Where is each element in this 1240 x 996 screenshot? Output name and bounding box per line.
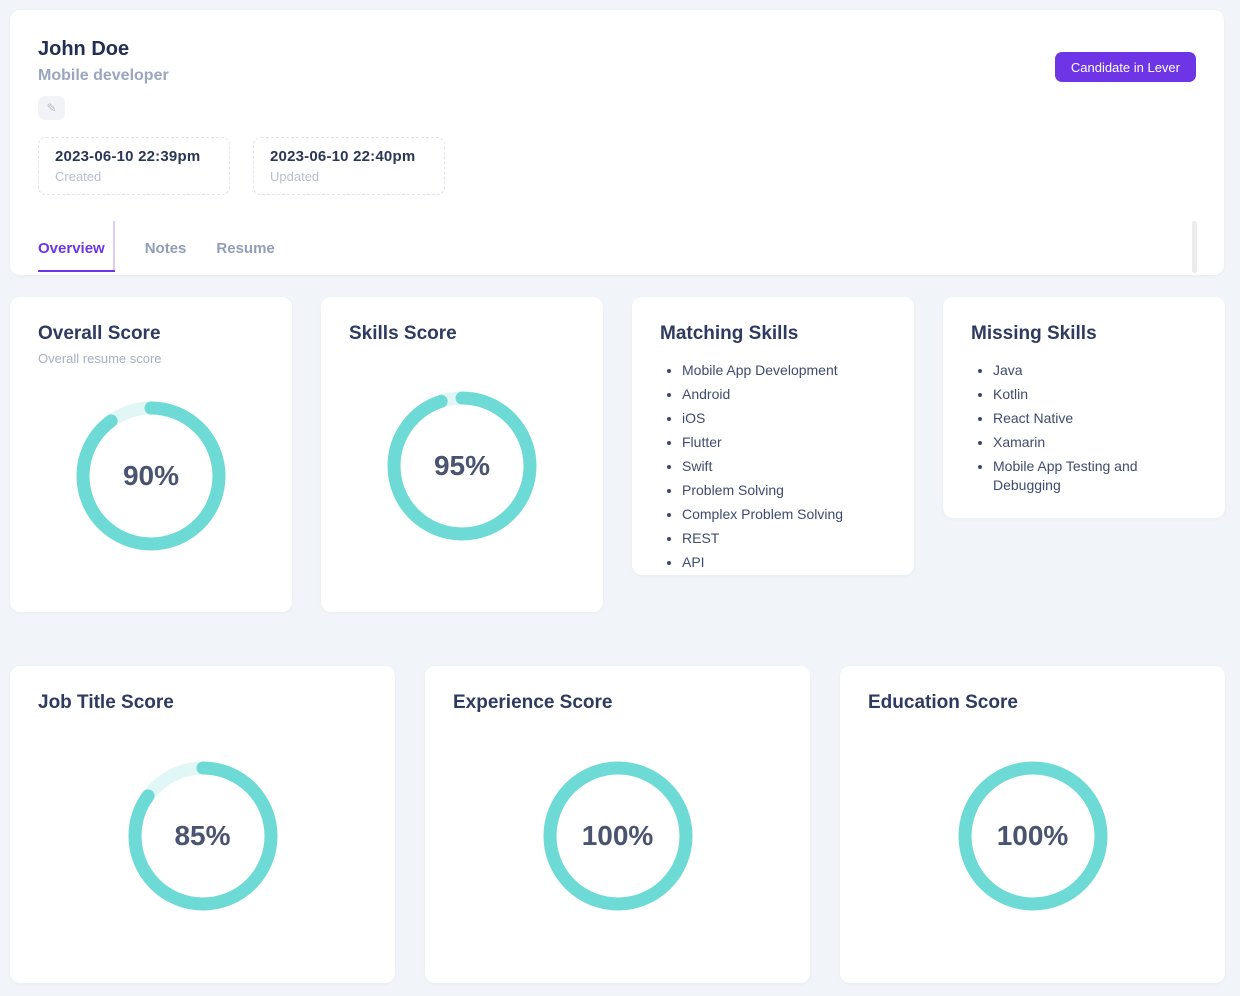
- candidate-in-lever-button[interactable]: Candidate in Lever: [1054, 52, 1196, 82]
- donut-chart: [128, 761, 277, 910]
- list-item: Mobile App Testing and Debugging: [993, 457, 1197, 495]
- created-date-label: Created: [55, 169, 102, 184]
- candidate-role: Mobile developer: [38, 67, 169, 84]
- list-item: Kotlin: [993, 385, 1197, 404]
- created-date-value: 2023-06-10 22:39pm: [55, 148, 201, 165]
- skills-score-title: Skills Score: [349, 323, 457, 344]
- created-date-chip: 2023-06-10 22:39pm Created: [38, 137, 230, 195]
- skills-score-card: Skills Score 95%: [321, 297, 603, 612]
- edit-button[interactable]: ✎: [38, 96, 65, 120]
- skills-score-gauge: 95%: [380, 384, 544, 548]
- list-item: Mobile App Development: [682, 361, 886, 380]
- list-item: Complex Problem Solving: [682, 505, 886, 524]
- updated-date-label: Updated: [270, 169, 320, 184]
- overall-score-subtitle: Overall resume score: [38, 351, 162, 366]
- tab-resume[interactable]: Resume: [216, 239, 275, 257]
- donut-chart: [387, 391, 537, 540]
- overall-score-percent: 90%: [122, 460, 180, 491]
- education-score-percent: 100%: [996, 819, 1069, 851]
- list-item: Java: [993, 361, 1197, 380]
- donut-chart: [76, 401, 226, 551]
- list-item: React Native: [993, 409, 1197, 428]
- gauge-value-arc: [128, 761, 277, 910]
- pencil-icon: ✎: [46, 101, 57, 115]
- job-title-score-percent: 85%: [174, 819, 231, 851]
- job-title-score-card: Job Title Score 85%: [10, 666, 395, 983]
- list-item: Flutter: [682, 433, 886, 452]
- education-score-gauge: 100%: [951, 754, 1115, 918]
- tab-bar: Overview Notes Resume: [38, 221, 275, 275]
- candidate-header-card: John Doe Mobile developer ✎ 2023-06-10 2…: [10, 10, 1224, 275]
- dates-row: 2023-06-10 22:39pm Created 2023-06-10 22…: [38, 137, 1196, 195]
- experience-score-card: Experience Score 100%: [425, 666, 810, 983]
- job-title-score-title: Job Title Score: [38, 692, 174, 713]
- list-item: API: [682, 553, 886, 572]
- experience-score-percent: 100%: [581, 819, 654, 851]
- gauge-value-arc: [543, 761, 692, 910]
- education-score-card: Education Score 100%: [840, 666, 1225, 983]
- candidate-name: John Doe: [38, 38, 130, 60]
- education-score-title: Education Score: [868, 692, 1018, 713]
- overall-score-card: Overall Score Overall resume score 90%: [10, 297, 292, 612]
- tab-notes[interactable]: Notes: [144, 239, 187, 257]
- missing-skills-title: Missing Skills: [971, 323, 1097, 344]
- gauge-value-arc: [387, 391, 537, 540]
- list-item: REST: [682, 529, 886, 548]
- list-item: Problem Solving: [682, 481, 886, 500]
- tabs-scrollbar-thumb[interactable]: [1192, 221, 1197, 273]
- updated-date-chip: 2023-06-10 22:40pm Updated: [253, 137, 445, 195]
- gauge-value-arc: [76, 401, 226, 551]
- list-item: Xamarin: [993, 433, 1197, 452]
- experience-score-title: Experience Score: [453, 692, 613, 713]
- overall-score-gauge: 90%: [69, 394, 233, 558]
- skills-score-percent: 95%: [433, 449, 491, 481]
- matching-skills-card: Matching Skills Mobile App Development A…: [632, 297, 914, 575]
- donut-chart: [958, 761, 1107, 910]
- donut-chart: [543, 761, 692, 910]
- matching-skills-list: Mobile App Development Android iOS Flutt…: [660, 361, 886, 577]
- missing-skills-card: Missing Skills Java Kotlin React Native …: [943, 297, 1225, 518]
- experience-score-gauge: 100%: [536, 754, 700, 918]
- tab-overview[interactable]: Overview: [38, 221, 115, 275]
- updated-date-value: 2023-06-10 22:40pm: [270, 148, 416, 165]
- list-item: iOS: [682, 409, 886, 428]
- missing-skills-list: Java Kotlin React Native Xamarin Mobile …: [971, 361, 1197, 500]
- list-item: Android: [682, 385, 886, 404]
- gauge-value-arc: [958, 761, 1107, 910]
- overall-score-title: Overall Score: [38, 323, 161, 344]
- matching-skills-title: Matching Skills: [660, 323, 799, 344]
- list-item: Swift: [682, 457, 886, 476]
- job-title-score-gauge: 85%: [121, 754, 285, 918]
